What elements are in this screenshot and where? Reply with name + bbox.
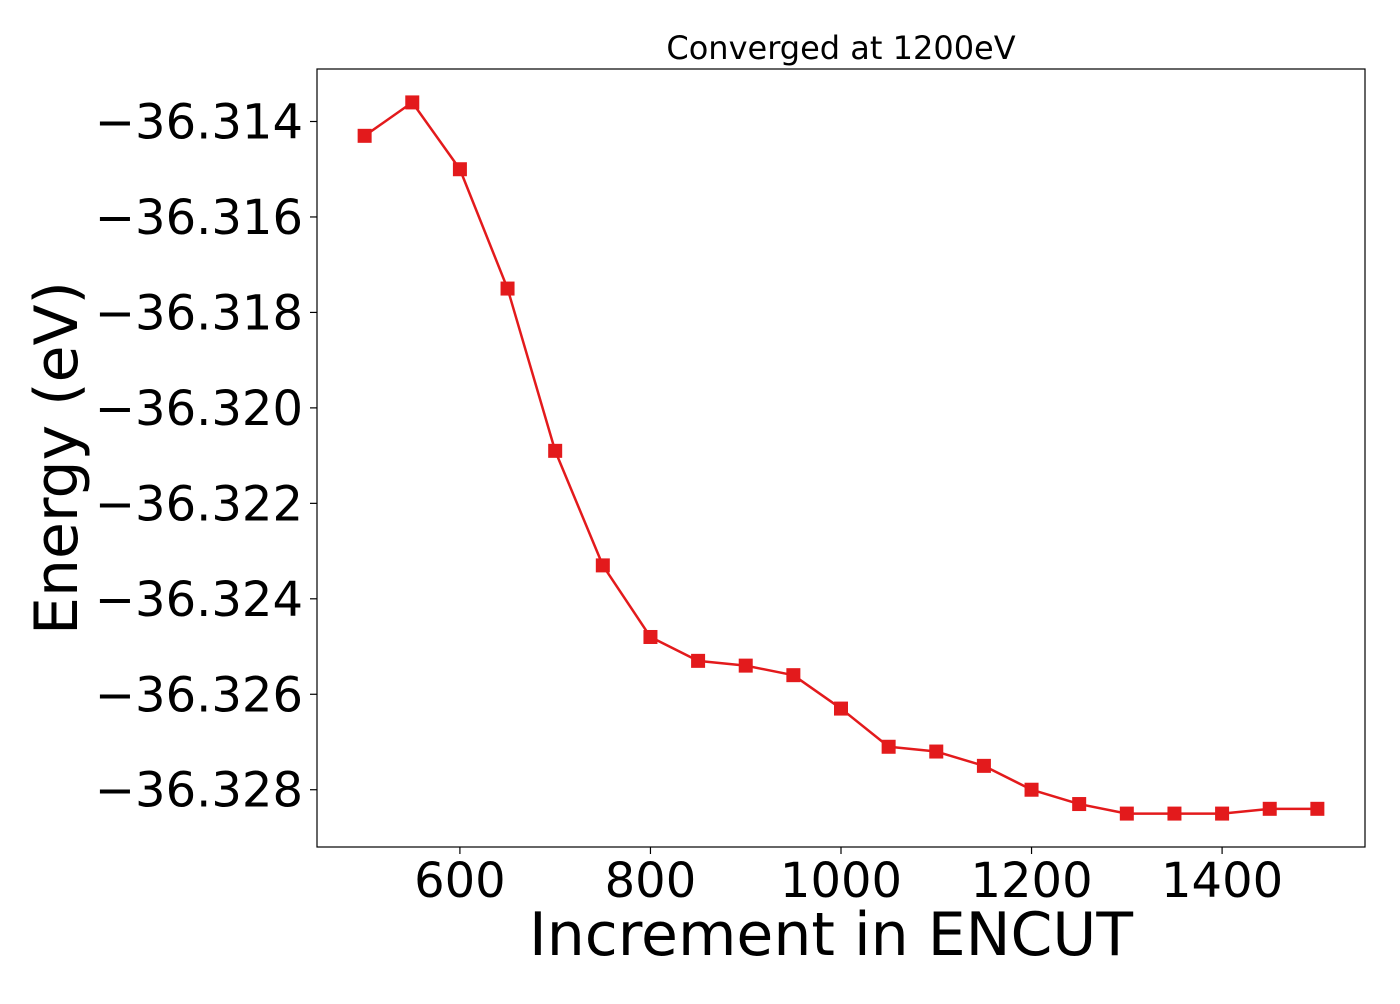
y-tick-label: −36.326: [95, 667, 303, 723]
plot-area-frame: [316, 68, 1366, 848]
chart-title: Converged at 1200eV: [666, 29, 1015, 67]
data-point-marker: [834, 701, 848, 716]
y-tick-label: −36.314: [95, 95, 303, 151]
x-tick-label: 1200: [970, 853, 1092, 909]
series-layer: [357, 95, 1325, 821]
x-tick-label: 800: [605, 853, 697, 909]
y-tick-label: −36.320: [95, 381, 303, 437]
x-tick-label: 1000: [780, 853, 902, 909]
data-point-marker: [786, 668, 801, 683]
data-point-marker: [452, 162, 467, 177]
data-point-marker: [643, 629, 658, 644]
data-point-marker: [1215, 806, 1230, 821]
data-point-marker: [357, 128, 372, 143]
data-point-marker: [1024, 782, 1039, 797]
data-point-marker: [1262, 801, 1277, 816]
data-point-marker: [1167, 806, 1182, 821]
y-tick-label: −36.328: [95, 763, 303, 819]
data-point-marker: [976, 758, 991, 773]
data-point-marker: [548, 443, 563, 458]
x-tick-label: 600: [414, 853, 506, 909]
data-point-marker: [1310, 801, 1325, 816]
data-point-marker: [929, 744, 944, 759]
y-tick-label: −36.322: [95, 476, 303, 532]
x-axis-label: Increment in ENCUT: [529, 900, 1133, 970]
data-point-marker: [738, 658, 753, 673]
data-point-marker: [1072, 797, 1087, 812]
data-point-marker: [691, 653, 706, 668]
data-point-marker: [405, 95, 420, 110]
data-point-marker: [1119, 806, 1134, 821]
data-point-marker: [595, 558, 610, 573]
x-axis-ticks: 600 800 1000 1200 1400: [414, 847, 1283, 909]
data-point-marker: [881, 739, 896, 754]
y-tick-label: −36.318: [95, 285, 303, 341]
y-tick-label: −36.316: [95, 190, 303, 246]
y-axis-label: Energy (eV): [22, 281, 92, 635]
y-tick-label: −36.324: [95, 572, 303, 628]
y-axis-ticks: −36.314 −36.316 −36.318 −36.320 −36.322 −36.3…: [95, 95, 317, 819]
data-point-marker: [500, 281, 515, 296]
x-tick-label: 1400: [1161, 853, 1283, 909]
